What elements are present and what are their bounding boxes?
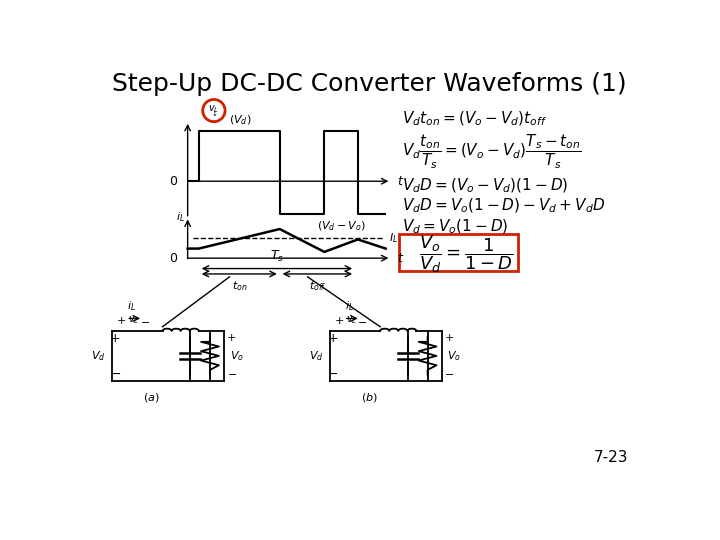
Text: $I_L$: $I_L$ — [389, 232, 397, 245]
Text: $V_o$: $V_o$ — [447, 349, 461, 363]
Text: +: + — [444, 333, 454, 343]
Text: $-$: $-$ — [444, 368, 454, 379]
Text: $V_d$: $V_d$ — [309, 349, 323, 363]
Text: 7-23: 7-23 — [594, 450, 629, 465]
Text: $\downarrow$: $\downarrow$ — [210, 109, 217, 118]
Text: $V_d \dfrac{t_{on}}{T_s} = (V_o - V_d) \dfrac{T_s - t_{on}}{T_s}$: $V_d \dfrac{t_{on}}{T_s} = (V_o - V_d) \… — [402, 133, 582, 171]
Text: Step-Up DC-DC Converter Waveforms (1): Step-Up DC-DC Converter Waveforms (1) — [112, 71, 626, 96]
Text: $t$: $t$ — [397, 252, 404, 265]
Text: $-$: $-$ — [140, 316, 150, 326]
Text: $t_{on}$: $t_{on}$ — [232, 279, 247, 293]
Text: +: + — [328, 332, 338, 345]
Text: $(b)$: $(b)$ — [361, 391, 377, 404]
Text: $t$: $t$ — [397, 175, 404, 188]
Text: $(a)$: $(a)$ — [143, 391, 160, 404]
Text: 0: 0 — [170, 175, 178, 188]
Text: $V_o$: $V_o$ — [230, 349, 243, 363]
Text: $v_L$: $v_L$ — [208, 103, 220, 115]
Text: $i_L$: $i_L$ — [127, 300, 136, 313]
Text: $V_d t_{on} = (V_o - V_d) t_{off}$: $V_d t_{on} = (V_o - V_d) t_{off}$ — [402, 110, 548, 128]
Text: $V_d D = (V_o - V_d)(1 - D)$: $V_d D = (V_o - V_d)(1 - D)$ — [402, 176, 569, 194]
Text: $(V_d - V_o)$: $(V_d - V_o)$ — [317, 219, 366, 233]
Text: $V_d D = V_o(1-D) - V_d + V_d D$: $V_d D = V_o(1-D) - V_d + V_d D$ — [402, 197, 606, 215]
Text: $-$: $-$ — [227, 368, 237, 379]
Text: +: + — [109, 332, 120, 345]
Text: $v_L$: $v_L$ — [128, 314, 139, 326]
Text: $+$: $+$ — [334, 315, 344, 326]
Text: $i_L$: $i_L$ — [176, 211, 185, 224]
Text: $-$: $-$ — [109, 367, 121, 380]
Text: $-$: $-$ — [327, 367, 338, 380]
Text: $\dfrac{V_o}{V_d} = \dfrac{1}{1-D}$: $\dfrac{V_o}{V_d} = \dfrac{1}{1-D}$ — [419, 233, 514, 275]
Text: $v_L$: $v_L$ — [346, 314, 356, 326]
Text: $-$: $-$ — [357, 316, 367, 326]
Text: $V_d$: $V_d$ — [91, 349, 106, 363]
Text: $(V_d)$: $(V_d)$ — [230, 113, 252, 127]
Text: 0: 0 — [170, 252, 178, 265]
Text: $V_d = V_o(1 - D)$: $V_d = V_o(1 - D)$ — [402, 218, 509, 236]
Text: $T_s$: $T_s$ — [270, 248, 284, 264]
Text: $+$: $+$ — [116, 315, 126, 326]
Text: +: + — [227, 333, 236, 343]
Text: $t_{off}$: $t_{off}$ — [309, 279, 326, 293]
Text: $i_L$: $i_L$ — [345, 300, 354, 313]
